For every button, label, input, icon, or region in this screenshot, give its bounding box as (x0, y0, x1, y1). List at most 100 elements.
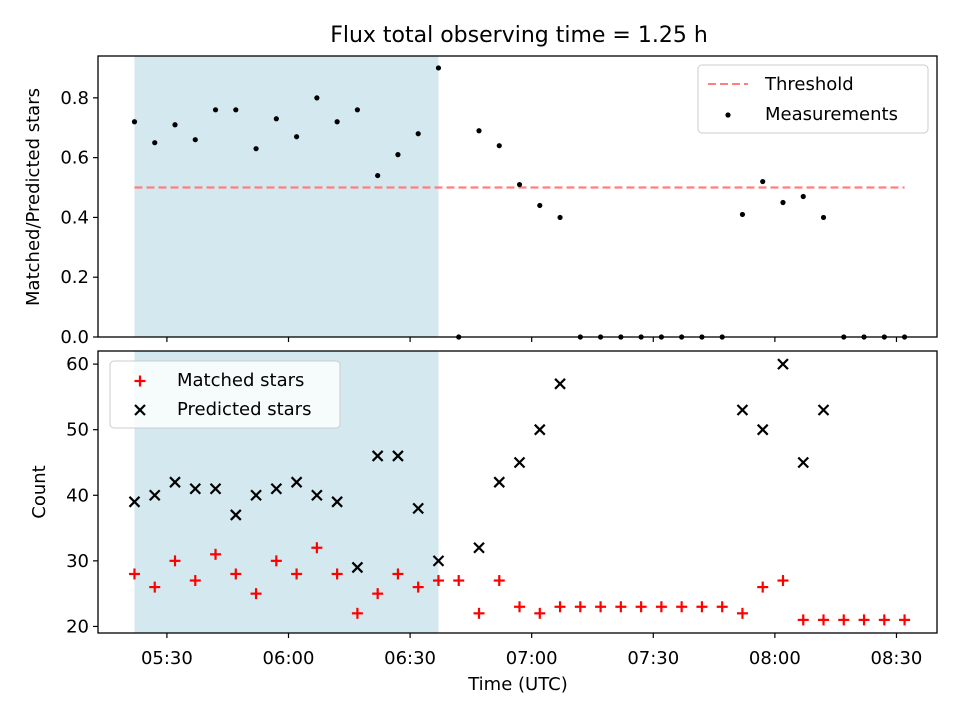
count-ytick-label-4: 60 (66, 354, 89, 375)
matched-star-point (899, 614, 911, 626)
measurement-point (172, 122, 178, 128)
predicted-star-point (432, 555, 445, 567)
measurement-point (415, 131, 421, 137)
predicted-star-point-b (250, 489, 262, 502)
measurement-point (557, 214, 563, 221)
matched-star-point (432, 575, 444, 587)
predicted-star-point-b (797, 456, 810, 469)
predicted-star-point (189, 482, 202, 495)
matched-star-point (128, 568, 140, 580)
predicted-star-point (371, 450, 384, 462)
predicted-star-point-b (351, 561, 364, 574)
matched-legend-marker (134, 375, 146, 387)
predicted-star-point (554, 378, 566, 390)
measurement-point (537, 202, 543, 209)
ratio-y-axis-label: Matched/Predicted stars (23, 88, 44, 306)
matched-star-point (858, 614, 870, 626)
measurement-point (253, 146, 259, 152)
matched-star-point (351, 607, 363, 619)
ratio-ytick-label-4: 0.8 (60, 88, 89, 109)
matched-star-point (372, 588, 384, 600)
predicted-legend-marker (134, 404, 146, 416)
predicted-star-point-b (189, 482, 202, 495)
predicted-star-point (777, 358, 789, 370)
count-legend: Matched stars Predicted stars (109, 360, 341, 429)
measurement-point (354, 107, 361, 113)
ratio-y-ticks: 0.0 0.2 0.4 0.6 0.8 (60, 88, 98, 348)
predicted-star-point (128, 496, 141, 508)
ratio-ytick-label-2: 0.4 (60, 207, 89, 228)
predicted-star-point-b (777, 358, 789, 370)
matched-star-point (412, 581, 424, 593)
x-tick-label-5: 08:00 (749, 648, 801, 669)
measurement-point (760, 178, 766, 185)
predicted-star-point (392, 450, 404, 462)
predicted-star-point (473, 541, 485, 554)
matched-star-point (149, 581, 161, 593)
matched-star-point (473, 607, 485, 619)
count-y-ticks: 20 30 40 50 60 (66, 354, 98, 637)
matched-star-point (230, 568, 242, 580)
predicted-star-point-b (371, 450, 384, 462)
matched-star-point (716, 601, 728, 613)
predicted-star-point-b (412, 502, 424, 515)
measurement-point (152, 140, 158, 146)
predicted-star-point (534, 423, 546, 436)
predicted-star-point (209, 482, 222, 495)
matched-star-point (595, 601, 607, 613)
predicted-star-point-b (534, 423, 546, 436)
ratio-ytick-label-1: 0.2 (60, 267, 89, 288)
ratio-panel: 0.00.20.40.60.8 Matched/Predicted stars … (23, 55, 938, 348)
matched-star-point (331, 568, 343, 580)
count-legend-box (109, 360, 341, 429)
matched-star-point (514, 601, 526, 613)
matched-star-point (250, 588, 262, 600)
measurement-point (496, 143, 502, 149)
measurement-point (192, 137, 198, 143)
predicted-star-point-b (230, 509, 242, 521)
matched-star-point (615, 601, 627, 613)
predicted-legend-label: Predicted stars (177, 399, 311, 420)
x-tick-label-4: 07:30 (627, 648, 679, 669)
predicted-star-point-b (473, 541, 485, 554)
predicted-star-point (311, 489, 323, 502)
predicted-star-point-b (756, 423, 769, 436)
predicted-star-point (250, 489, 262, 502)
predicted-star-point-b (736, 404, 749, 416)
predicted-star-point-b (148, 489, 161, 502)
matched-star-point (270, 555, 282, 567)
matched-star-point (878, 614, 890, 626)
predicted-star-point (513, 456, 526, 469)
measurement-point (800, 193, 806, 200)
matched-star-point (169, 555, 181, 567)
count-x-ticks: 05:30 06:00 06:30 07:00 07:30 08:00 08:30 (141, 633, 922, 669)
matched-star-point (635, 601, 647, 613)
matched-star-point (534, 607, 546, 619)
matched-star-point (838, 614, 850, 626)
matched-star-point (210, 548, 222, 560)
threshold-legend-label: Threshold (764, 74, 854, 95)
matched-star-point (189, 575, 201, 587)
ratio-legend-box (697, 64, 929, 134)
predicted-star-point (148, 489, 161, 502)
predicted-star-point-b (817, 404, 830, 416)
predicted-star-point-b (290, 476, 303, 488)
matched-star-point (736, 607, 748, 619)
x-tick-label-1: 06:00 (263, 648, 315, 669)
predicted-star-point-b (311, 489, 323, 502)
matched-star-point (676, 601, 688, 613)
matched-legend-label: Matched stars (177, 370, 304, 391)
x-tick-label-3: 07:00 (506, 648, 558, 669)
count-ytick-label-0: 20 (66, 616, 89, 637)
predicted-star-point (493, 476, 506, 488)
matched-star-point (554, 601, 566, 613)
ratio-ytick-label-0: 0.0 (60, 327, 89, 348)
matched-star-point (453, 575, 465, 587)
chart-title: Flux total observing time = 1.25 h (330, 23, 708, 48)
predicted-star-point-b (432, 555, 445, 567)
count-marks (128, 358, 911, 626)
matched-star-point (493, 575, 505, 587)
predicted-star-point-b (169, 476, 181, 488)
predicted-star-point (736, 404, 749, 416)
measurement-point (780, 199, 786, 206)
